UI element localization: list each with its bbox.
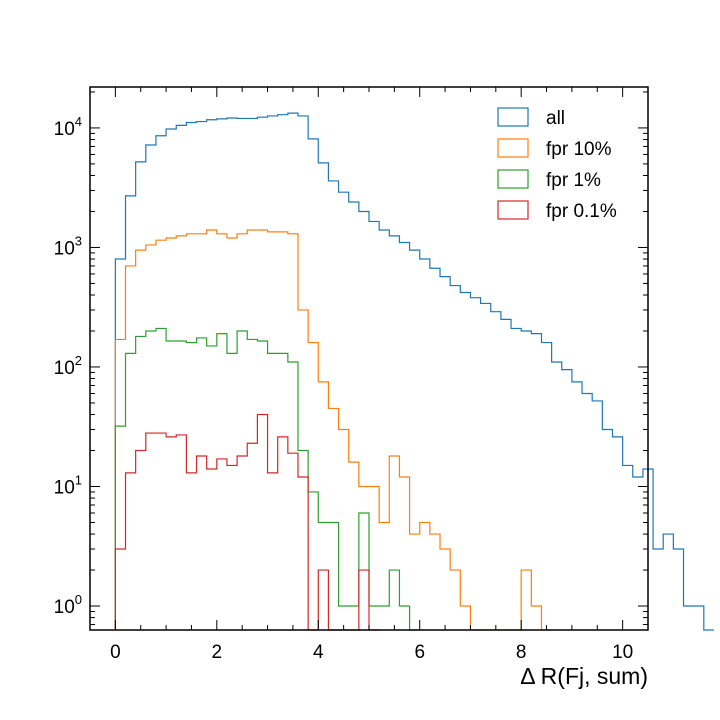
series-all-line [114,112,714,631]
y-tick-label: 104 [54,114,82,140]
x-axis-label: Δ R(Fj, sum) [520,663,648,689]
legend-swatch [497,169,529,189]
x-tick-label: 8 [516,642,527,663]
x-tick-label: 0 [110,642,121,663]
legend-label: all [546,108,565,129]
legend-swatch [497,200,529,220]
x-tick-label: 6 [414,642,425,663]
y-tick-base: 10 [54,477,75,498]
series-fpr-10--line [114,229,552,631]
y-tick-base: 10 [54,238,75,259]
legend-swatch [497,107,529,127]
y-tick-label: 103 [54,233,82,259]
x-tick-label: 10 [612,642,633,663]
x-tick-label: 2 [212,642,223,663]
y-tick-exponent: 4 [75,114,82,129]
y-tick-label: 100 [54,592,82,618]
series-fpr-1--line [114,327,420,631]
legend-label: fpr 0.1% [546,201,617,222]
legend-swatch [497,138,529,158]
y-tick-exponent: 1 [75,472,82,487]
legend: all fpr 10% fpr 1% fpr 0.1% [497,107,617,222]
y-tick-label: 101 [54,472,82,498]
x-tick-label: 4 [313,642,324,663]
series-fpr-0-1--line [114,413,380,631]
legend-label: fpr 10% [546,139,612,160]
series-layer [114,112,714,631]
legend-label: fpr 1% [546,170,601,191]
y-tick-label: 102 [54,353,82,379]
y-tick-base: 10 [54,597,75,618]
y-tick-base: 10 [54,119,75,140]
y-tick-exponent: 3 [75,233,82,248]
y-tick-exponent: 0 [75,592,82,607]
y-tick-exponent: 2 [75,353,82,368]
y-tick-base: 10 [54,358,75,379]
